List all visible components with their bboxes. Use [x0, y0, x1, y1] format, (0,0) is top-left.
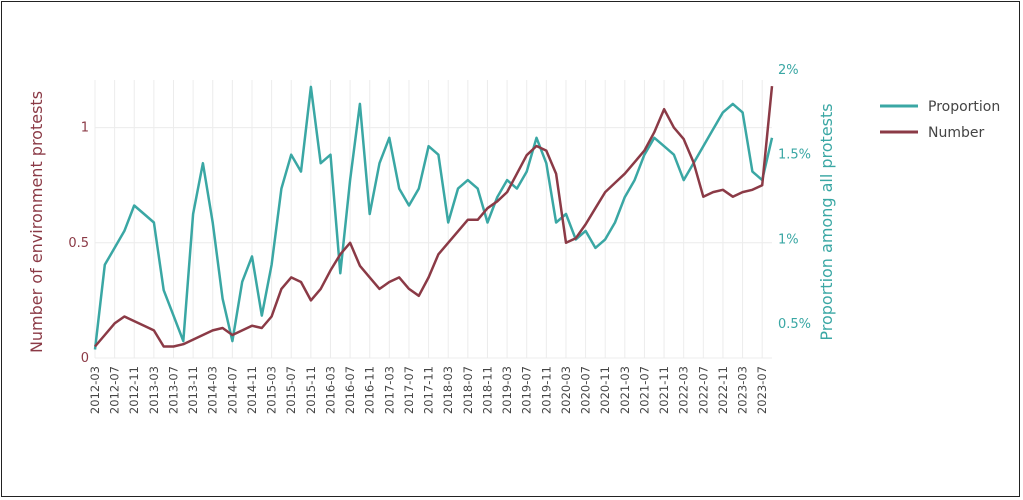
left-tick-label: 0.5 — [68, 236, 89, 251]
x-tick-label: 2012-07 — [108, 366, 122, 414]
x-tick-label: 2014-11 — [245, 366, 259, 414]
x-tick-label: 2019-07 — [520, 366, 534, 414]
x-tick-label: 2017-07 — [402, 366, 416, 414]
y-axis-right-label: Proportion among all protests — [817, 103, 836, 340]
x-tick-label: 2021-03 — [618, 366, 632, 414]
legend-label-proportion: Proportion — [928, 99, 1000, 115]
x-tick-label: 2015-03 — [265, 366, 279, 414]
x-tick-label: 2016-07 — [343, 366, 357, 414]
x-tick-label: 2012-03 — [88, 366, 102, 414]
x-tick-label: 2018-11 — [480, 366, 494, 414]
x-tick-label: 2016-03 — [323, 366, 337, 414]
right-axis-ticks: 0.5% 1% 1.5% 2% — [778, 63, 811, 332]
x-tick-label: 2019-11 — [539, 366, 553, 414]
x-tick-label: 2012-11 — [127, 366, 141, 414]
x-tick-label: 2022-11 — [716, 366, 730, 414]
x-tick-label: 2016-11 — [363, 366, 377, 414]
x-tick-label: 2021-07 — [637, 366, 651, 414]
x-tick-label: 2013-07 — [166, 366, 180, 414]
x-tick-label: 2023-03 — [736, 366, 750, 414]
x-tick-label: 2018-03 — [441, 366, 455, 414]
x-tick-label: 2014-07 — [225, 366, 239, 414]
x-tick-label: 2020-11 — [598, 366, 612, 414]
x-tick-label: 2019-03 — [500, 366, 514, 414]
series-layer — [93, 85, 774, 350]
x-tick-label: 2017-03 — [382, 366, 396, 414]
x-tick-label: 2020-03 — [559, 366, 573, 414]
x-tick-label: 2014-03 — [206, 366, 220, 414]
legend-label-number: Number — [928, 125, 984, 141]
right-tick-label: 0.5% — [778, 317, 811, 332]
legend: Proportion Number — [880, 99, 1000, 141]
left-tick-label: 1 — [81, 121, 89, 136]
x-tick-label: 2020-07 — [579, 366, 593, 414]
x-tick-label: 2022-03 — [677, 366, 691, 414]
left-axis-ticks: 00.51 — [68, 121, 89, 366]
x-tick-label: 2015-07 — [284, 366, 298, 414]
x-tick-label: 2017-11 — [422, 366, 436, 414]
x-tick-label: 2023-07 — [755, 366, 769, 414]
x-tick-label: 2015-11 — [304, 366, 318, 414]
left-tick-label: 0 — [81, 351, 89, 366]
right-tick-label: 1% — [778, 232, 799, 247]
right-tick-label: 1.5% — [778, 148, 811, 163]
y-axis-left-label: Number of environment protests — [27, 91, 46, 353]
x-tick-label: 2018-07 — [461, 366, 475, 414]
x-tick-label: 2013-11 — [186, 366, 200, 414]
x-tick-label: 2021-11 — [657, 366, 671, 414]
x-tick-label: 2013-03 — [147, 366, 161, 414]
series-line-proportion — [93, 85, 774, 350]
right-tick-label: 2% — [778, 63, 799, 78]
x-tick-label: 2022-07 — [696, 366, 710, 414]
series-line-number — [94, 85, 774, 348]
x-axis-ticks: 2012-03 2012-07 2012-11 2013-03 2013-07 2013-… — [88, 366, 769, 414]
